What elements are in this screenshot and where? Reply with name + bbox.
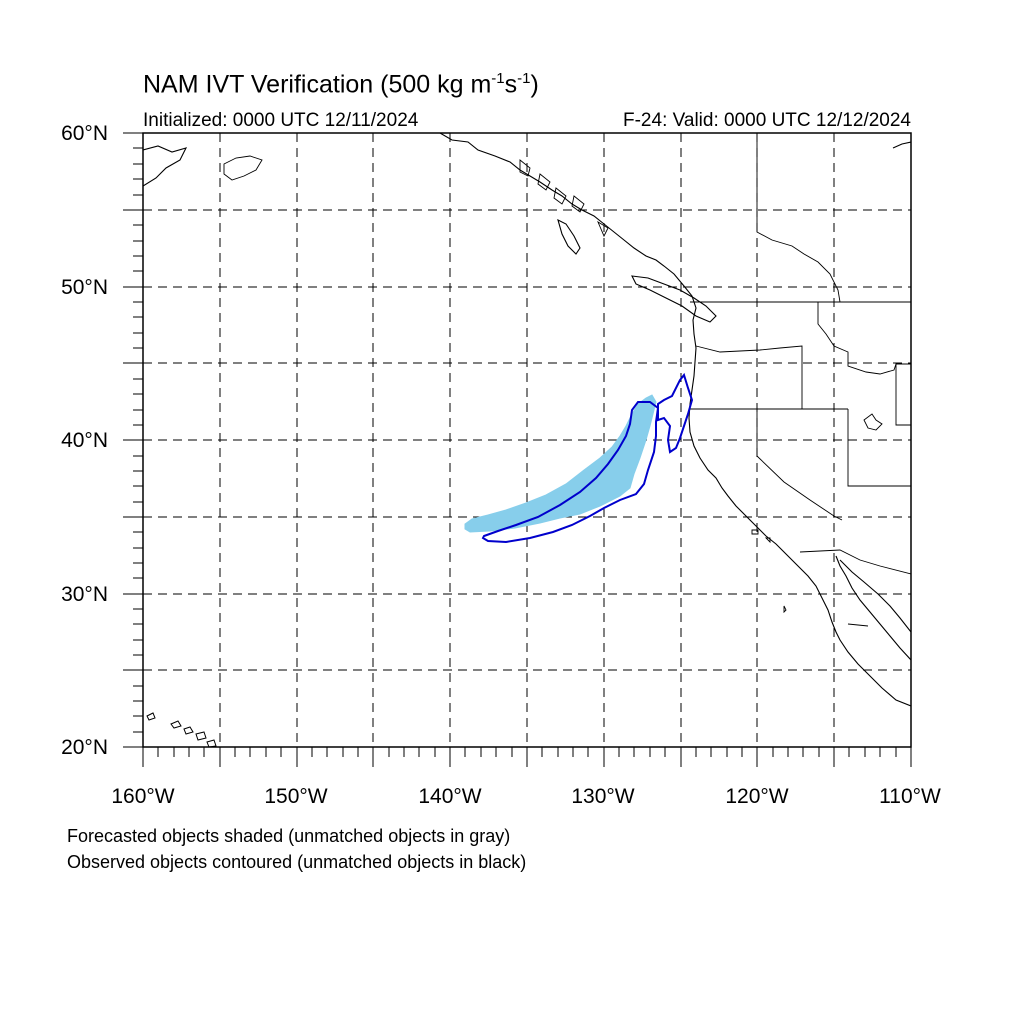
valid-label: F-24: Valid: 0000 UTC 12/12/2024 [623,110,911,131]
great-salt-lake [863,413,883,431]
legend-note-observed: Observed objects contoured (unmatched ob… [67,852,527,872]
lat-tick-marks [123,132,143,748]
lat-label-30n: 30°N [61,583,108,606]
hawaii-islands [146,712,217,747]
lat-label-50n: 50°N [61,276,108,299]
kodiak-area [223,155,263,181]
alaska-panhandle-islands [519,159,609,238]
lon-label-130w: 130°W [571,785,635,808]
lat-label-40n: 40°N [61,429,108,452]
observed-ivt-contour [481,372,694,544]
grid-lines [143,133,911,747]
map-title: NAM IVT Verification (500 kg m-1s-1) [143,70,539,99]
mainland-mexico-coast [839,559,911,633]
map-frame [142,132,912,748]
political-boundaries [690,133,911,627]
lon-tick-marks [142,747,912,767]
lon-label-120w: 120°W [725,785,789,808]
lon-label-140w: 140°W [418,785,482,808]
lon-label-160w: 160°W [111,785,175,808]
initialized-label: Initialized: 0000 UTC 12/11/2024 [143,110,419,131]
west-coast-coastline [439,133,911,707]
map-features [143,133,911,747]
lon-label-150w: 150°W [264,785,328,808]
alaska-peninsula [143,145,188,187]
channel-islands [751,529,787,614]
forecast-ivt-object [464,394,657,533]
legend-note-forecast: Forecasted objects shaded (unmatched obj… [67,826,511,846]
baja-east-coast [835,555,911,661]
vancouver-island [631,275,717,323]
bc-mainland-top [892,141,911,149]
lon-label-110w: 110°W [879,785,941,808]
haida-gwaii [557,218,581,255]
lat-label-20n: 20°N [61,736,108,759]
lat-label-60n: 60°N [61,122,108,145]
